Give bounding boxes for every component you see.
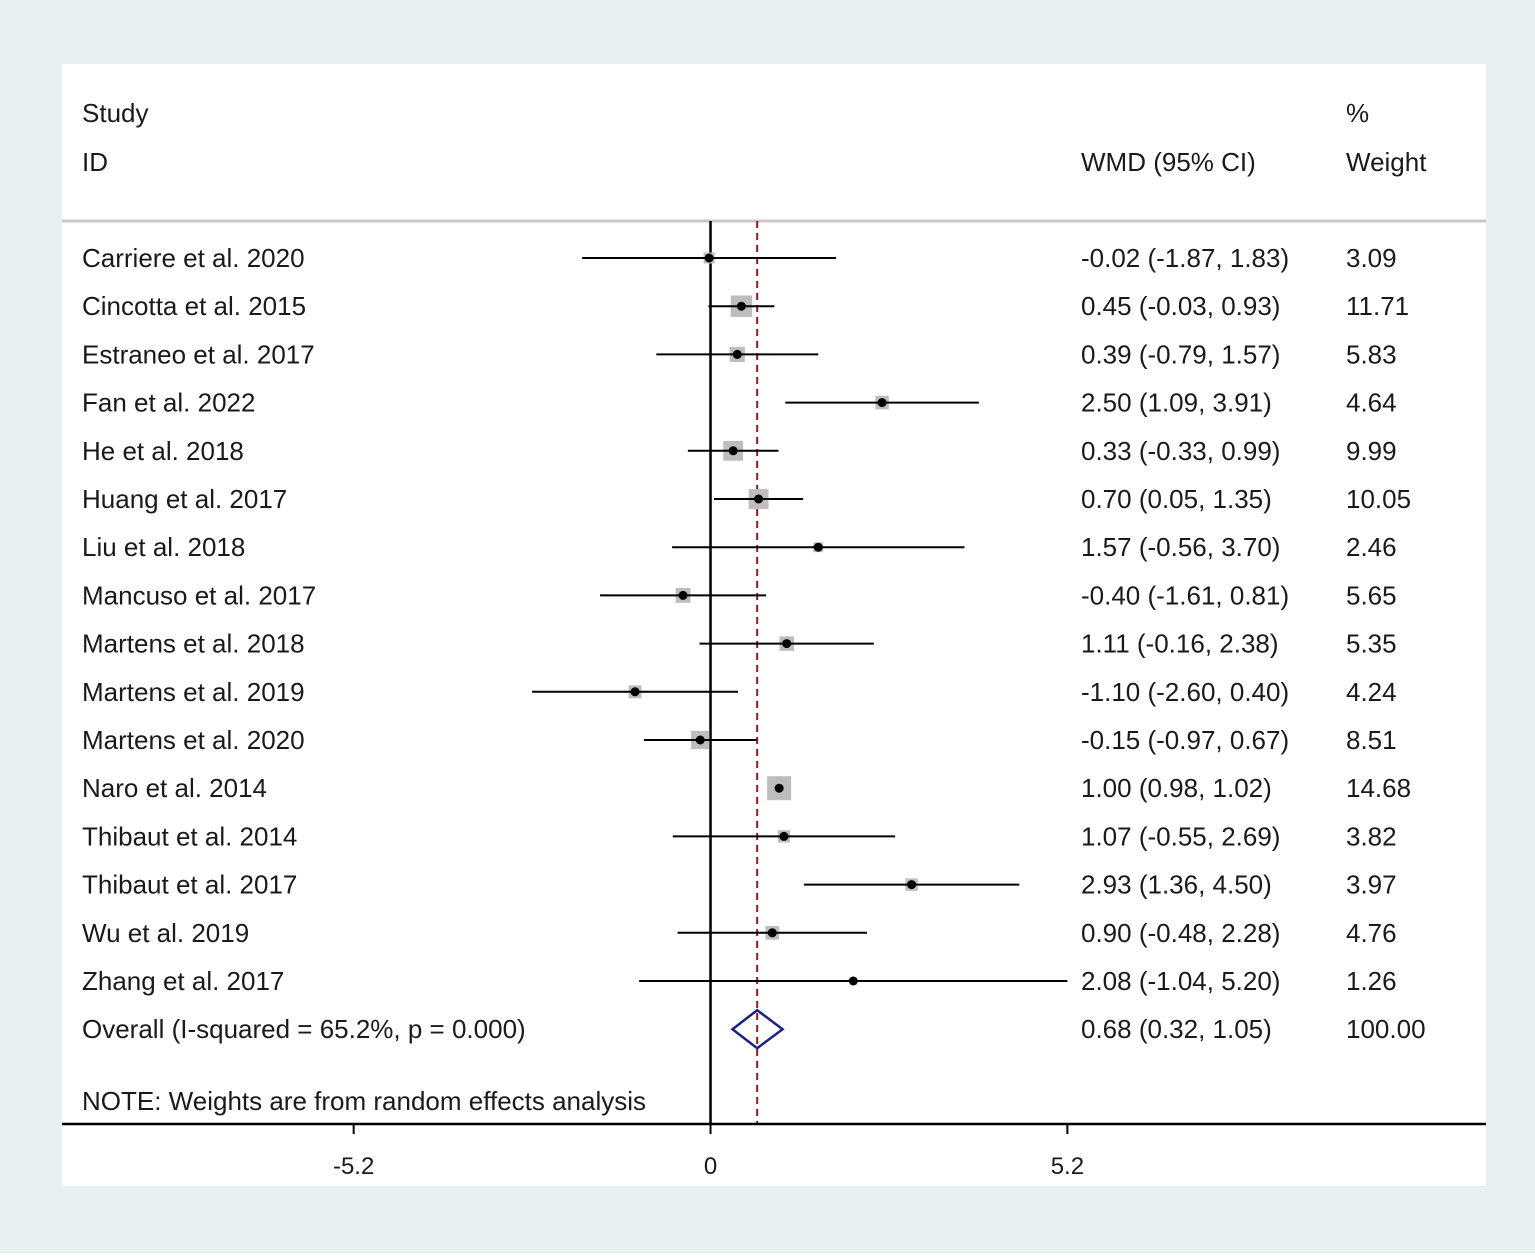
study-row: Thibaut et al. 2014 1.07 (-0.55, 2.69) 3.8… xyxy=(82,821,1397,851)
study-effect-ci: 0.70 (0.05, 1.35) xyxy=(1081,484,1272,514)
study-label: Wu et al. 2019 xyxy=(82,918,249,948)
point-estimate xyxy=(678,590,688,600)
study-label: Thibaut et al. 2014 xyxy=(82,821,297,851)
point-estimate xyxy=(630,687,640,697)
study-weight: 1.26 xyxy=(1346,966,1397,996)
point-estimate xyxy=(732,349,742,359)
study-effect-ci: 2.08 (-1.04, 5.20) xyxy=(1081,966,1280,996)
study-label: Huang et al. 2017 xyxy=(82,484,287,514)
point-estimate xyxy=(728,446,738,456)
study-effect-ci: 2.50 (1.09, 3.91) xyxy=(1081,388,1272,418)
x-tick-label: 5.2 xyxy=(1051,1153,1084,1180)
study-effect-ci: -0.15 (-0.97, 0.67) xyxy=(1081,725,1289,755)
overall-row: Overall (I-squared = 65.2%, p = 0.000) 0.… xyxy=(82,1008,1426,1050)
study-weight: 5.35 xyxy=(1346,629,1397,659)
study-weight: 3.97 xyxy=(1346,870,1397,900)
header-study: Study xyxy=(82,98,149,128)
study-effect-ci: 1.11 (-0.16, 2.38) xyxy=(1081,629,1279,659)
header-effect: WMD (95% CI) xyxy=(1081,147,1256,177)
study-weight: 10.05 xyxy=(1346,484,1411,514)
point-estimate xyxy=(813,542,823,552)
study-weight: 5.65 xyxy=(1346,580,1397,610)
study-row: Zhang et al. 2017 2.08 (-1.04, 5.20) 1.26 xyxy=(82,966,1397,996)
study-effect-ci: -0.02 (-1.87, 1.83) xyxy=(1081,243,1289,273)
study-label: Carriere et al. 2020 xyxy=(82,243,305,273)
study-weight: 4.24 xyxy=(1346,677,1397,707)
study-weight: 5.83 xyxy=(1346,339,1397,369)
study-label: Thibaut et al. 2017 xyxy=(82,870,297,900)
study-label: Martens et al. 2020 xyxy=(82,725,305,755)
study-effect-ci: 0.39 (-0.79, 1.57) xyxy=(1081,339,1280,369)
study-label: Cincotta et al. 2015 xyxy=(82,291,306,321)
study-weight: 4.76 xyxy=(1346,918,1397,948)
study-effect-ci: 0.33 (-0.33, 0.99) xyxy=(1081,436,1280,466)
study-effect-ci: 1.00 (0.98, 1.02) xyxy=(1081,773,1272,803)
point-estimate xyxy=(695,735,705,745)
study-label: Liu et al. 2018 xyxy=(82,532,245,562)
point-estimate xyxy=(877,398,887,408)
study-weight: 3.82 xyxy=(1346,821,1397,851)
study-effect-ci: 0.90 (-0.48, 2.28) xyxy=(1081,918,1280,948)
study-row: Mancuso et al. 2017 -0.40 (-1.61, 0.81) 5.… xyxy=(82,580,1397,610)
point-estimate xyxy=(736,301,746,311)
x-tick-label: -5.2 xyxy=(333,1153,374,1180)
study-weight: 11.71 xyxy=(1346,291,1409,321)
study-effect-ci: 1.57 (-0.56, 3.70) xyxy=(1081,532,1280,562)
study-label: Fan et al. 2022 xyxy=(82,388,255,418)
point-estimate xyxy=(782,639,792,649)
header-percent: % xyxy=(1346,98,1369,128)
point-estimate xyxy=(754,494,764,504)
study-row: Wu et al. 2019 0.90 (-0.48, 2.28) 4.76 xyxy=(82,918,1397,948)
study-label: Zhang et al. 2017 xyxy=(82,966,284,996)
study-label: Naro et al. 2014 xyxy=(82,773,267,803)
study-row: Thibaut et al. 2017 2.93 (1.36, 4.50) 3.97 xyxy=(82,870,1397,900)
study-row: Liu et al. 2018 1.57 (-0.56, 3.70) 2.46 xyxy=(82,532,1397,562)
study-label: Martens et al. 2018 xyxy=(82,629,305,659)
overall-effect-ci: 0.68 (0.32, 1.05) xyxy=(1081,1014,1272,1044)
study-row: Huang et al. 2017 0.70 (0.05, 1.35) 10.05 xyxy=(82,484,1411,514)
point-estimate xyxy=(767,928,777,938)
study-effect-ci: -0.40 (-1.61, 0.81) xyxy=(1081,580,1289,610)
point-estimate xyxy=(907,880,917,890)
overall-label: Overall (I-squared = 65.2%, p = 0.000) xyxy=(82,1014,526,1044)
header-weight: Weight xyxy=(1346,147,1427,177)
study-effect-ci: 1.07 (-0.55, 2.69) xyxy=(1081,821,1280,851)
study-effect-ci: -1.10 (-2.60, 0.40) xyxy=(1081,677,1289,707)
study-row: Naro et al. 2014 1.00 (0.98, 1.02) 14.68 xyxy=(82,773,1411,803)
x-tick-label: 0 xyxy=(704,1153,717,1180)
overall-diamond xyxy=(730,1008,785,1050)
study-weight: 4.64 xyxy=(1346,388,1397,418)
overall-weight: 100.00 xyxy=(1346,1014,1426,1044)
study-row: Cincotta et al. 2015 0.45 (-0.03, 0.93) 11… xyxy=(82,291,1409,321)
plot-region xyxy=(62,64,1486,1186)
study-rows: Carriere et al. 2020 -0.02 (-1.87, 1.83) 3… xyxy=(82,221,1411,1124)
point-estimate xyxy=(779,831,789,841)
study-row: Fan et al. 2022 2.50 (1.09, 3.91) 4.64 xyxy=(82,388,1397,418)
study-row: Estraneo et al. 2017 0.39 (-0.79, 1.57) 5.… xyxy=(82,339,1397,369)
study-label: He et al. 2018 xyxy=(82,436,244,466)
study-row: Martens et al. 2018 1.11 (-0.16, 2.38) 5.3… xyxy=(82,629,1397,659)
study-row: He et al. 2018 0.33 (-0.33, 0.99) 9.99 xyxy=(82,436,1397,466)
x-axis: -5.2 0 5.2 xyxy=(62,1122,1486,1180)
study-weight: 2.46 xyxy=(1346,532,1397,562)
study-row: Martens et al. 2019 -1.10 (-2.60, 0.40) 4.… xyxy=(82,677,1397,707)
study-row: Martens et al. 2020 -0.15 (-0.97, 0.67) 8.… xyxy=(82,725,1397,755)
study-row: Carriere et al. 2020 -0.02 (-1.87, 1.83) 3… xyxy=(82,243,1397,273)
study-weight: 3.09 xyxy=(1346,243,1397,273)
point-estimate xyxy=(848,976,858,986)
point-estimate xyxy=(704,253,714,263)
study-label: Estraneo et al. 2017 xyxy=(82,339,315,369)
study-weight: 9.99 xyxy=(1346,436,1397,466)
point-estimate xyxy=(774,783,784,793)
study-label: Martens et al. 2019 xyxy=(82,677,305,707)
study-effect-ci: 0.45 (-0.03, 0.93) xyxy=(1081,291,1280,321)
header-id: ID xyxy=(82,147,108,177)
study-label: Mancuso et al. 2017 xyxy=(82,580,316,610)
note-text: NOTE: Weights are from random effects an… xyxy=(82,1086,646,1116)
study-effect-ci: 2.93 (1.36, 4.50) xyxy=(1081,870,1272,900)
study-weight: 8.51 xyxy=(1346,725,1397,755)
study-weight: 14.68 xyxy=(1346,773,1411,803)
